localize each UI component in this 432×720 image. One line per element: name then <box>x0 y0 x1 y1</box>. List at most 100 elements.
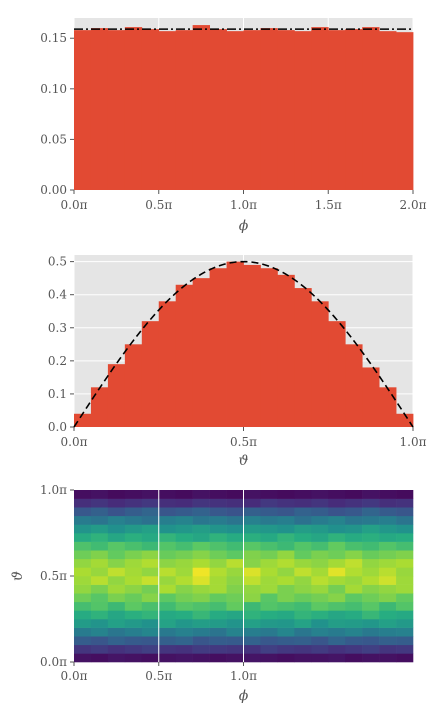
heatmap-cell <box>209 601 227 611</box>
heatmap-cell <box>192 541 210 551</box>
phi-y-tick-label: 0.15 <box>40 31 67 45</box>
heatmap-cell <box>260 541 278 551</box>
heatmap-cell <box>192 601 210 611</box>
phi-bar <box>345 29 363 191</box>
heatmap-cell <box>175 619 193 628</box>
theta-y-tick-label: 0.1 <box>48 387 67 401</box>
heatmap-cell <box>141 636 160 646</box>
heatmap-cells <box>74 490 414 663</box>
phi-bar <box>362 27 380 191</box>
heatmap-cell <box>277 636 295 646</box>
heatmap-cell <box>260 636 278 646</box>
heatmap-cell <box>226 498 244 508</box>
phi-bar <box>277 30 295 191</box>
heatmap-cell <box>328 636 346 646</box>
heatmap-cell <box>345 601 363 611</box>
theta-x-tick-label: 0.0π <box>61 435 88 449</box>
heatmap-cell <box>90 498 109 508</box>
heatmap-cell <box>175 601 193 611</box>
heatmap-cell <box>277 507 295 517</box>
heatmap-cell <box>158 636 176 646</box>
heatmap-cell <box>294 541 312 551</box>
theta-y-tick-label: 0.5 <box>48 255 67 269</box>
heatmap-cell <box>345 490 363 499</box>
heatmap-cell <box>345 550 363 560</box>
phi-x-axis-label: ϕ <box>239 218 249 234</box>
heatmap-cell <box>328 567 346 577</box>
heatmap-cell <box>192 584 210 594</box>
heatmap-cell <box>124 490 143 499</box>
phi-bar <box>141 29 160 191</box>
heatmap-cell <box>209 558 227 568</box>
heatmap-cell <box>277 550 295 560</box>
phi-bar <box>294 31 312 191</box>
heatmap-cell <box>192 533 210 542</box>
heatmap-cell <box>277 541 295 551</box>
heatmap-cell <box>260 584 278 594</box>
heatmap-cell <box>362 627 380 637</box>
heatmap-cell <box>396 619 414 628</box>
heatmap-cell <box>107 541 126 551</box>
heatmap-x-axis-label: ϕ <box>239 688 249 704</box>
heatmap-cell <box>192 490 210 499</box>
heatmap-cell <box>192 576 210 585</box>
heatmap-cell <box>90 524 109 534</box>
heatmap-cell <box>294 644 312 654</box>
heatmap-cell <box>90 541 109 551</box>
heatmap-cell <box>328 533 346 542</box>
heatmap-cell <box>192 627 210 637</box>
heatmap-cell <box>277 498 295 508</box>
heatmap-cell <box>379 636 397 646</box>
heatmap-cell <box>396 627 414 637</box>
heatmap-cell <box>124 550 143 560</box>
heatmap-cell <box>158 653 176 663</box>
heatmap-cell <box>226 601 244 611</box>
heatmap-cell <box>192 567 210 577</box>
heatmap-cell <box>260 610 278 620</box>
phi-bar <box>260 28 278 191</box>
heatmap-cell <box>243 533 261 542</box>
theta-reference-curve <box>73 260 414 428</box>
heatmap-cell <box>277 576 295 585</box>
heatmap-cell <box>141 490 160 499</box>
heatmap-cell <box>277 644 295 654</box>
heatmap-cell <box>260 490 278 499</box>
heatmap-cell <box>175 524 193 534</box>
heatmap-cell <box>141 627 160 637</box>
heatmap-cell <box>226 584 244 594</box>
theta-histogram-panel: 0.0π 0.5π 1.0π 0.0 0.1 0.2 0.3 0.4 0.5 ϑ <box>48 255 427 469</box>
heatmap-cell <box>396 653 414 663</box>
heatmap-cell <box>226 567 244 577</box>
heatmap-cell <box>74 644 92 654</box>
heatmap-cell <box>175 533 193 542</box>
heatmap-cell <box>209 584 227 594</box>
heatmap-cell <box>175 576 193 585</box>
heatmap-cell <box>141 498 160 508</box>
phi-y-tick-label: 0.10 <box>40 82 67 96</box>
heatmap-cell <box>396 524 414 534</box>
heatmap-cell <box>243 610 261 620</box>
heatmap-cell <box>158 627 176 637</box>
phi-bars <box>74 25 414 191</box>
phi-bar <box>328 30 346 191</box>
heatmap-cell <box>260 550 278 560</box>
heatmap-cell <box>175 498 193 508</box>
heatmap-cell <box>209 627 227 637</box>
heatmap-cell <box>74 541 92 551</box>
heatmap-cell <box>379 541 397 551</box>
heatmap-y-tick-label: 0.5π <box>40 569 67 583</box>
heatmap-cell <box>328 601 346 611</box>
heatmap-cell <box>90 636 109 646</box>
theta-x-tick-label: 0.5π <box>230 435 257 449</box>
heatmap-cell <box>328 558 346 568</box>
heatmap-cell <box>243 507 261 517</box>
heatmap-cell <box>311 644 329 654</box>
heatmap-cell <box>107 601 126 611</box>
heatmap-cell <box>243 576 261 585</box>
phi-bar <box>107 30 126 191</box>
heatmap-cell <box>294 610 312 620</box>
heatmap-cell <box>90 593 109 603</box>
heatmap-cell <box>328 619 346 628</box>
heatmap-cell <box>124 558 143 568</box>
theta-bar <box>124 344 143 427</box>
